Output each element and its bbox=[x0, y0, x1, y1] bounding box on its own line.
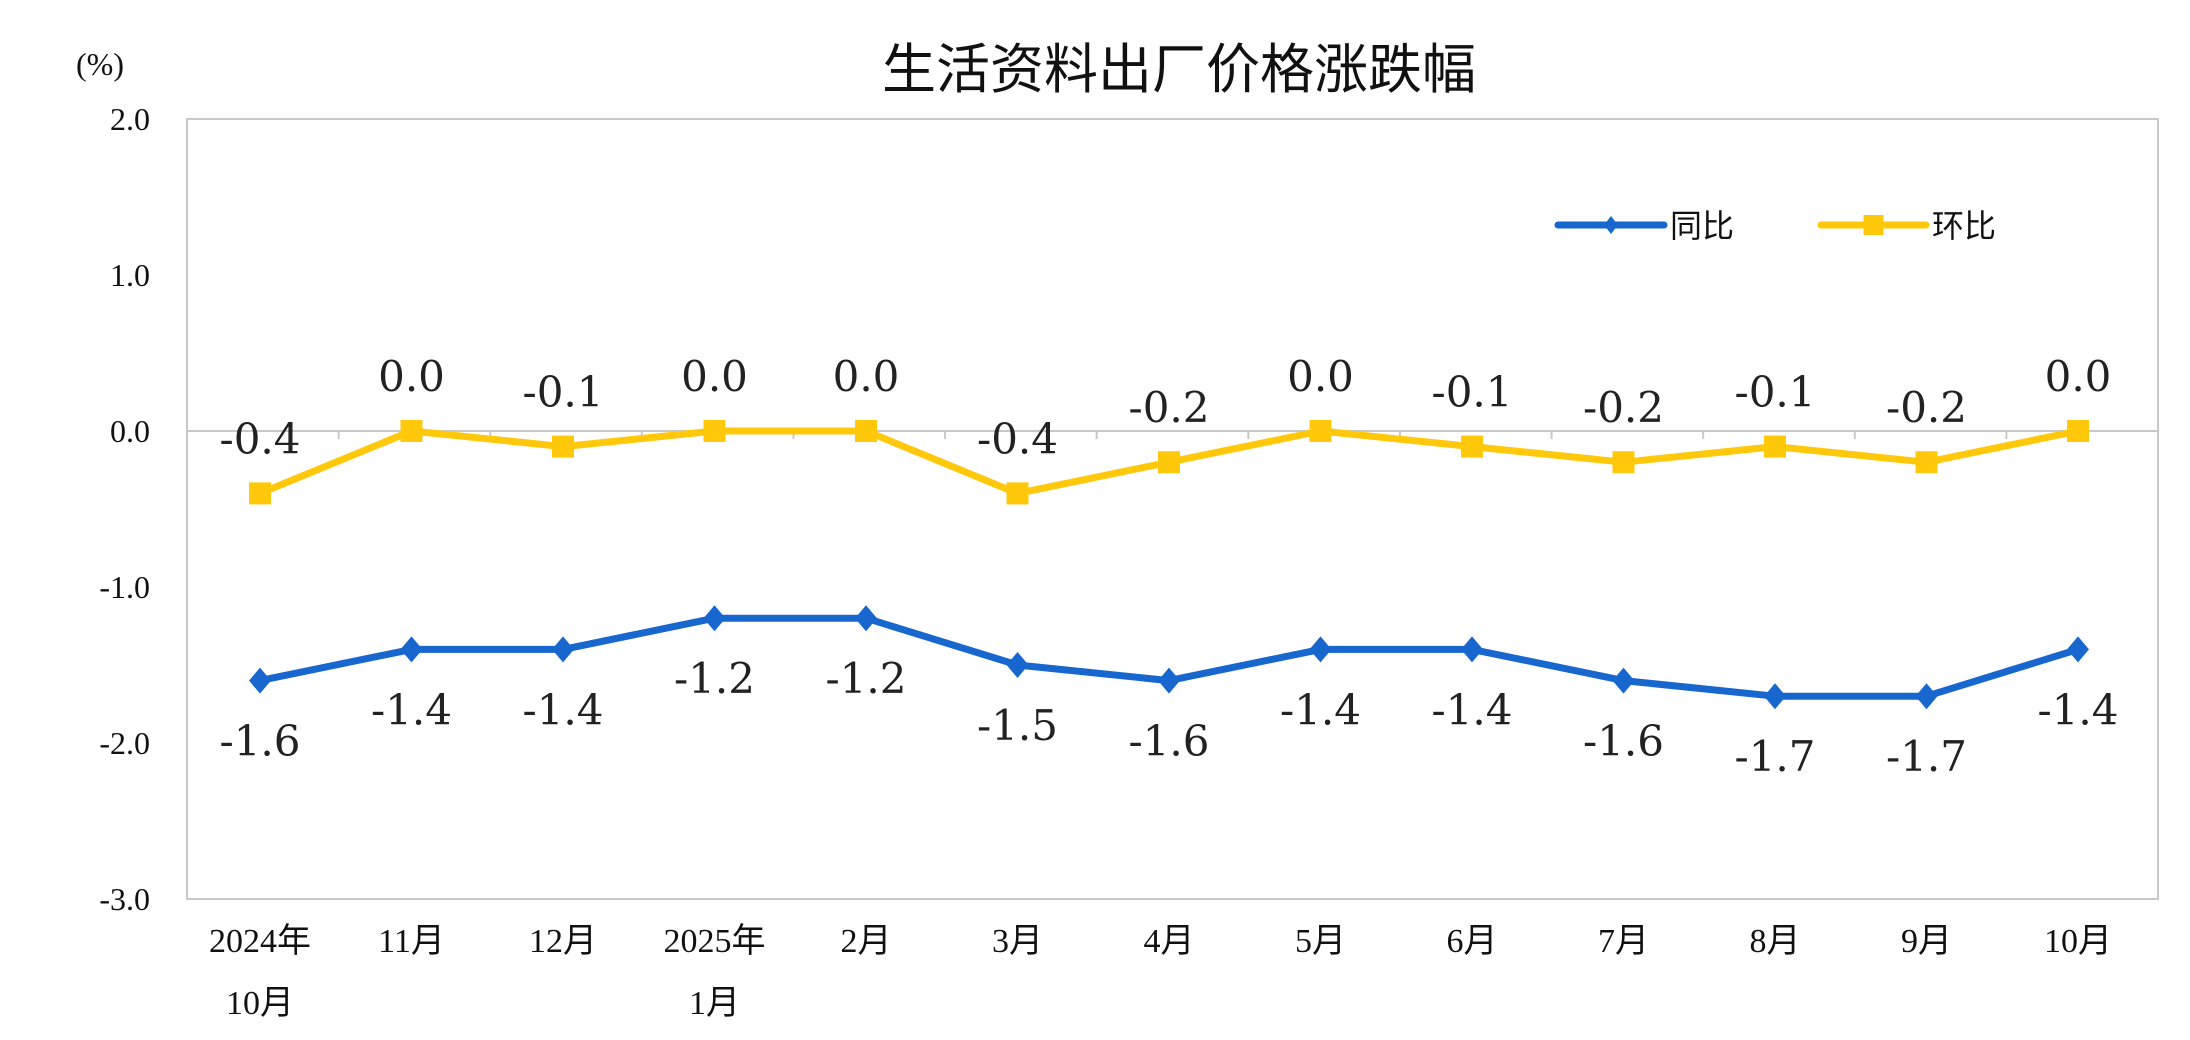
y-tick-label: 2.0 bbox=[110, 101, 150, 137]
x-tick-label: 2025年 bbox=[664, 922, 766, 960]
data-point-yoy bbox=[249, 667, 271, 694]
x-tick-label: 2024年 bbox=[209, 922, 311, 960]
data-point-mom bbox=[703, 420, 726, 442]
data-point-yoy bbox=[703, 605, 726, 632]
data-point-mom bbox=[1764, 435, 1786, 458]
data-label: -1.4 bbox=[2038, 685, 2119, 734]
legend-marker bbox=[1863, 215, 1884, 235]
y-tick-label: 0.0 bbox=[110, 413, 150, 449]
legend: 同比 环比 bbox=[1554, 207, 1996, 245]
data-point-yoy bbox=[1764, 683, 1786, 710]
data-point-mom bbox=[1309, 420, 1332, 442]
x-tick-label: 11月 bbox=[378, 923, 445, 960]
data-point-yoy bbox=[1612, 667, 1635, 694]
x-tick-label: 8月 bbox=[1750, 923, 1801, 960]
data-label: -1.2 bbox=[826, 654, 907, 703]
data-label: -1.4 bbox=[371, 685, 452, 734]
y-tick-label: -1.0 bbox=[99, 569, 150, 605]
data-point-yoy bbox=[1006, 652, 1029, 678]
data-label: -0.2 bbox=[1886, 383, 1967, 432]
data-label: 0.0 bbox=[833, 352, 900, 401]
x-tick-label: 4月 bbox=[1144, 923, 1195, 960]
data-label: -0.4 bbox=[977, 414, 1058, 463]
y-axis-unit: (%) bbox=[76, 46, 124, 82]
data-label: -1.4 bbox=[1280, 685, 1361, 734]
data-label: -1.4 bbox=[523, 685, 604, 734]
legend-label: 同比 bbox=[1670, 207, 1734, 245]
data-label: -0.1 bbox=[523, 368, 604, 417]
data-point-yoy bbox=[1461, 636, 1483, 663]
data-label: -1.4 bbox=[1432, 685, 1513, 734]
x-tick-label: 6月 bbox=[1447, 923, 1498, 960]
data-point-mom bbox=[2067, 420, 2089, 442]
x-tick-label: 7月 bbox=[1598, 923, 1649, 960]
data-label: 0.0 bbox=[378, 352, 445, 401]
y-tick-label: 1.0 bbox=[110, 257, 150, 293]
x-tick-label: 12月 bbox=[529, 923, 597, 960]
x-tick-label: 2月 bbox=[841, 923, 892, 960]
y-tick-label: -3.0 bbox=[99, 881, 150, 917]
data-label: -1.6 bbox=[1583, 717, 1664, 766]
data-point-mom bbox=[552, 435, 574, 458]
data-label: -1.6 bbox=[1129, 717, 1210, 766]
chart-title: 生活资料出厂价格涨跌幅 bbox=[882, 38, 1476, 101]
data-point-mom bbox=[400, 420, 423, 442]
data-label: 0.0 bbox=[681, 352, 748, 401]
data-point-mom bbox=[1006, 482, 1029, 505]
data-point-mom bbox=[1915, 451, 1938, 474]
data-label: 0.0 bbox=[1287, 352, 1354, 401]
x-tick-label: 9月 bbox=[1901, 923, 1952, 960]
data-label: -1.7 bbox=[1735, 732, 1816, 781]
data-point-mom bbox=[1158, 451, 1180, 474]
data-label: -1.6 bbox=[220, 717, 301, 766]
legend-marker bbox=[1604, 216, 1618, 234]
data-label: -0.1 bbox=[1432, 368, 1513, 417]
x-tick-label: 3月 bbox=[992, 923, 1043, 960]
data-point-mom bbox=[249, 482, 271, 505]
data-point-yoy bbox=[1158, 667, 1180, 694]
data-point-yoy bbox=[1915, 683, 1938, 710]
data-label: -1.2 bbox=[674, 654, 755, 703]
y-tick-label: -2.0 bbox=[99, 725, 150, 761]
data-label: 0.0 bbox=[2045, 352, 2112, 401]
data-point-yoy bbox=[400, 636, 423, 663]
data-label: -0.1 bbox=[1735, 368, 1816, 417]
data-label: -1.7 bbox=[1886, 732, 1967, 781]
data-label: -1.5 bbox=[977, 701, 1058, 750]
data-point-mom bbox=[855, 420, 877, 442]
data-label: -0.2 bbox=[1583, 383, 1664, 432]
plot-area bbox=[186, 118, 2159, 900]
data-point-mom bbox=[1461, 435, 1483, 458]
data-point-mom bbox=[1612, 451, 1635, 474]
x-tick-label: 10月 bbox=[2044, 923, 2112, 960]
data-point-yoy bbox=[1309, 636, 1332, 663]
data-label: -0.2 bbox=[1129, 383, 1210, 432]
data-point-yoy bbox=[855, 605, 877, 632]
x-tick-label: 5月 bbox=[1295, 923, 1346, 960]
x-tick-label: 10月 bbox=[226, 985, 294, 1022]
data-point-yoy bbox=[2067, 636, 2089, 663]
data-point-yoy bbox=[552, 636, 574, 663]
x-tick-label: 1月 bbox=[689, 985, 740, 1022]
legend-label: 环比 bbox=[1932, 207, 1996, 245]
data-label: -0.4 bbox=[220, 414, 301, 463]
